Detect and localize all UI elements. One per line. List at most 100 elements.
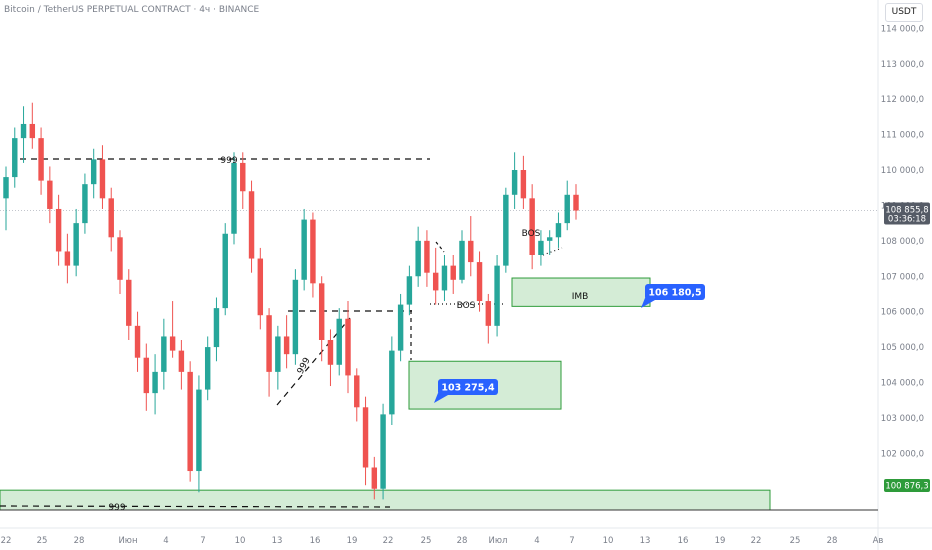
y-tick-label: 114 000,0 bbox=[881, 24, 924, 34]
candle-body bbox=[520, 170, 527, 199]
imb-label: IMB bbox=[572, 292, 589, 302]
x-tick-label: Июн bbox=[118, 536, 137, 546]
candle-body bbox=[29, 123, 36, 139]
candle-body bbox=[47, 180, 53, 209]
candle-body bbox=[380, 414, 386, 489]
candle-body bbox=[257, 258, 264, 316]
candle-body bbox=[213, 308, 220, 348]
candle-body bbox=[555, 223, 562, 238]
candle-body bbox=[134, 325, 141, 358]
y-tick-label: 106 000,0 bbox=[881, 308, 924, 318]
candle-body bbox=[55, 208, 62, 252]
candle-body bbox=[12, 138, 18, 178]
x-tick-label: 28 bbox=[827, 536, 838, 546]
liquidity-label: 999 bbox=[296, 356, 313, 376]
x-tick-label: 16 bbox=[310, 536, 321, 546]
x-tick-label: 25 bbox=[37, 536, 48, 546]
candle-body bbox=[283, 336, 290, 355]
candle-body bbox=[108, 198, 114, 238]
liquidity-line bbox=[276, 317, 351, 406]
price-callout bbox=[438, 379, 498, 395]
y-tick-label: 112 000,0 bbox=[881, 95, 924, 105]
candle-body bbox=[3, 177, 9, 199]
x-tick-label: Ав bbox=[873, 536, 884, 546]
candle-body bbox=[126, 279, 132, 326]
candle-body bbox=[476, 262, 483, 302]
callout-pointer bbox=[641, 298, 655, 308]
bos-line bbox=[542, 247, 563, 256]
y-tick-label: 111 000,0 bbox=[881, 131, 924, 141]
x-tick-label: 28 bbox=[74, 536, 85, 546]
level-price-badge bbox=[884, 479, 930, 492]
x-tick-label: 4 bbox=[534, 536, 539, 546]
y-tick-label: 108 000,0 bbox=[881, 237, 924, 247]
candle-body bbox=[178, 350, 185, 372]
candle-body bbox=[231, 162, 237, 234]
candle-body bbox=[336, 318, 342, 365]
x-tick-label: 7 bbox=[569, 536, 574, 546]
candle-body bbox=[327, 340, 334, 365]
candle-body bbox=[301, 219, 307, 280]
candle-body bbox=[415, 240, 421, 277]
candle-body bbox=[117, 237, 123, 280]
candle-body bbox=[169, 336, 176, 351]
price-callout-text: 106 180,5 bbox=[648, 288, 701, 299]
candle-body bbox=[494, 265, 500, 326]
candle-body bbox=[485, 301, 492, 326]
candle-body bbox=[196, 389, 202, 472]
candle-body bbox=[546, 237, 553, 241]
candle-body bbox=[538, 240, 544, 255]
last-price-badge bbox=[884, 202, 930, 225]
level-price-text: 100 876,3 bbox=[885, 482, 928, 492]
candle-body bbox=[266, 315, 272, 372]
candle-body bbox=[424, 240, 430, 273]
x-tick-label: 25 bbox=[421, 536, 432, 546]
candle-body bbox=[432, 272, 439, 291]
candle-body bbox=[292, 279, 299, 355]
price-callout-text: 103 275,4 bbox=[441, 383, 495, 394]
x-tick-label: 22 bbox=[383, 536, 394, 546]
y-tick-label: 107 000,0 bbox=[881, 272, 924, 282]
liquidity-label: 999 bbox=[220, 156, 237, 166]
candle-body bbox=[161, 336, 167, 372]
x-tick-label: 25 bbox=[790, 536, 801, 546]
y-tick-label: 102 000,0 bbox=[881, 449, 924, 459]
candle-body bbox=[529, 198, 535, 255]
bos-label: BOS bbox=[522, 229, 541, 239]
currency-selector[interactable]: USDT bbox=[885, 3, 923, 22]
x-tick-label: 22 bbox=[751, 536, 762, 546]
last-price-text: 108 855,8 bbox=[885, 206, 928, 216]
candle-body bbox=[389, 350, 395, 415]
y-tick-label: 103 000,0 bbox=[881, 414, 924, 424]
x-tick-label: Июл bbox=[489, 536, 508, 546]
candle-body bbox=[99, 159, 106, 199]
y-tick-label: 110 000,0 bbox=[881, 166, 924, 176]
candle-body bbox=[450, 265, 456, 280]
candle-body bbox=[310, 219, 316, 284]
candle-body bbox=[397, 304, 404, 351]
x-tick-label: 13 bbox=[640, 536, 651, 546]
x-tick-label: 10 bbox=[603, 536, 614, 546]
x-tick-label: 28 bbox=[457, 536, 468, 546]
candle-body bbox=[441, 265, 448, 291]
candle-body bbox=[275, 336, 281, 372]
candle-body bbox=[354, 375, 360, 408]
candle-body bbox=[248, 191, 255, 259]
countdown-text: 03:36:18 bbox=[888, 215, 926, 225]
fvg-zone bbox=[511, 277, 651, 307]
candle-body bbox=[204, 347, 211, 390]
x-tick-label: 13 bbox=[272, 536, 283, 546]
x-tick-label: 19 bbox=[715, 536, 726, 546]
candle-body bbox=[64, 251, 71, 266]
candle-body bbox=[468, 240, 474, 263]
candle-body bbox=[503, 194, 509, 266]
candle-body bbox=[318, 283, 325, 340]
x-tick-label: 22 bbox=[1, 536, 12, 546]
candle-body bbox=[152, 371, 158, 394]
candle-body bbox=[73, 223, 79, 266]
x-tick-label: 16 bbox=[678, 536, 689, 546]
candle-body bbox=[82, 184, 88, 224]
candle-body bbox=[90, 159, 97, 185]
x-tick-label: 19 bbox=[347, 536, 358, 546]
